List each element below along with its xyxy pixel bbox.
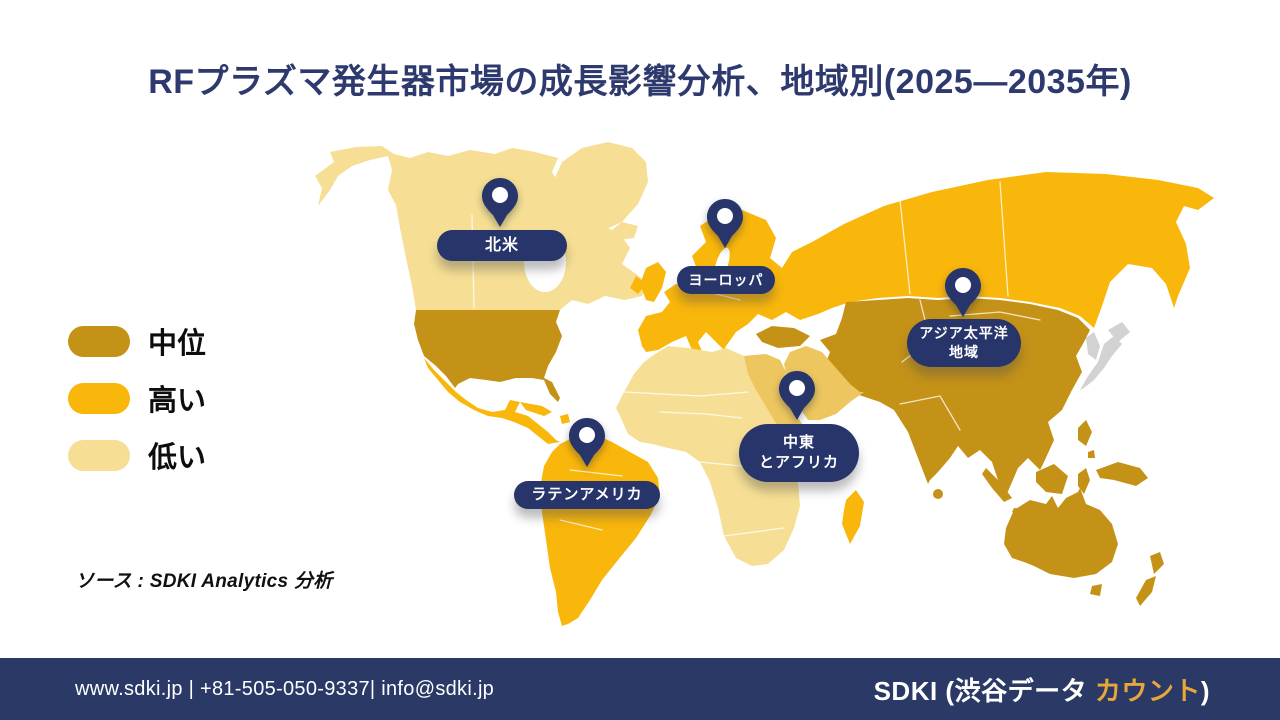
region-mexico-central-america [424, 358, 560, 444]
region-australia [1004, 488, 1118, 578]
region-japan [1080, 322, 1130, 390]
latin-america-pin-icon [567, 417, 607, 469]
region-asia [820, 298, 1090, 500]
region-philippines [1078, 420, 1095, 458]
north-america-pin-icon [480, 177, 520, 229]
legend: 中位 高い 低い [68, 320, 206, 476]
region-iceland [612, 222, 638, 240]
legend-swatch-medium-icon [68, 325, 130, 357]
footer-brand: SDKI (渋谷データ カウント) [874, 671, 1210, 708]
footer-bar: www.sdki.jp | +81-505-050-9337| info@sdk… [0, 658, 1280, 720]
region-turkey [756, 326, 810, 348]
region-label-middle-east-africa: 中東 とアフリカ [739, 424, 859, 482]
footer-brand-suffix: ) [1200, 675, 1210, 706]
region-new-zealand [1136, 552, 1164, 606]
legend-label-high: 高い [148, 385, 207, 417]
legend-label-low: 低い [148, 442, 207, 474]
region-korea [1086, 332, 1100, 360]
region-europe-russia [638, 172, 1214, 360]
middle-east-africa-pin-icon [777, 370, 817, 422]
legend-label-medium: 中位 [148, 328, 207, 360]
region-label-europe: ヨーロッパ [677, 266, 775, 294]
region-usa [414, 310, 562, 402]
region-label-north-america: 北米 [437, 230, 567, 261]
footer-contact-info: www.sdki.jp | +81-505-050-9337| info@sdk… [75, 677, 495, 700]
page-title: RFプラズマ発生器市場の成長影響分析、地域別(2025—2035年) [148, 63, 1132, 101]
region-arctic-islands [455, 163, 545, 208]
region-sri-lanka [933, 489, 943, 499]
region-uk [640, 262, 666, 302]
region-label-asia-pacific: アジア太平洋 地域 [907, 319, 1021, 367]
region-tasmania [1090, 584, 1102, 596]
region-label-latin-america: ラテンアメリカ [514, 481, 660, 509]
source-note: ソース : SDKI Analytics 分析 [75, 571, 333, 592]
legend-item-low: 低い [68, 434, 206, 476]
legend-item-high: 高い [68, 377, 206, 419]
legend-item-medium: 中位 [68, 320, 206, 362]
region-indonesia [982, 462, 1148, 520]
region-madagascar [842, 490, 864, 544]
asia-pacific-pin-icon [943, 267, 983, 319]
region-greenland [548, 142, 648, 232]
region-caribbean [520, 402, 570, 424]
footer-brand-highlight: カウント [1094, 675, 1201, 706]
footer-brand-prefix: SDKI (渋谷データ [873, 675, 1095, 706]
legend-swatch-low-icon [68, 439, 130, 471]
region-ireland [630, 276, 646, 294]
europe-pin-icon [705, 198, 745, 250]
legend-swatch-high-icon [68, 382, 130, 414]
